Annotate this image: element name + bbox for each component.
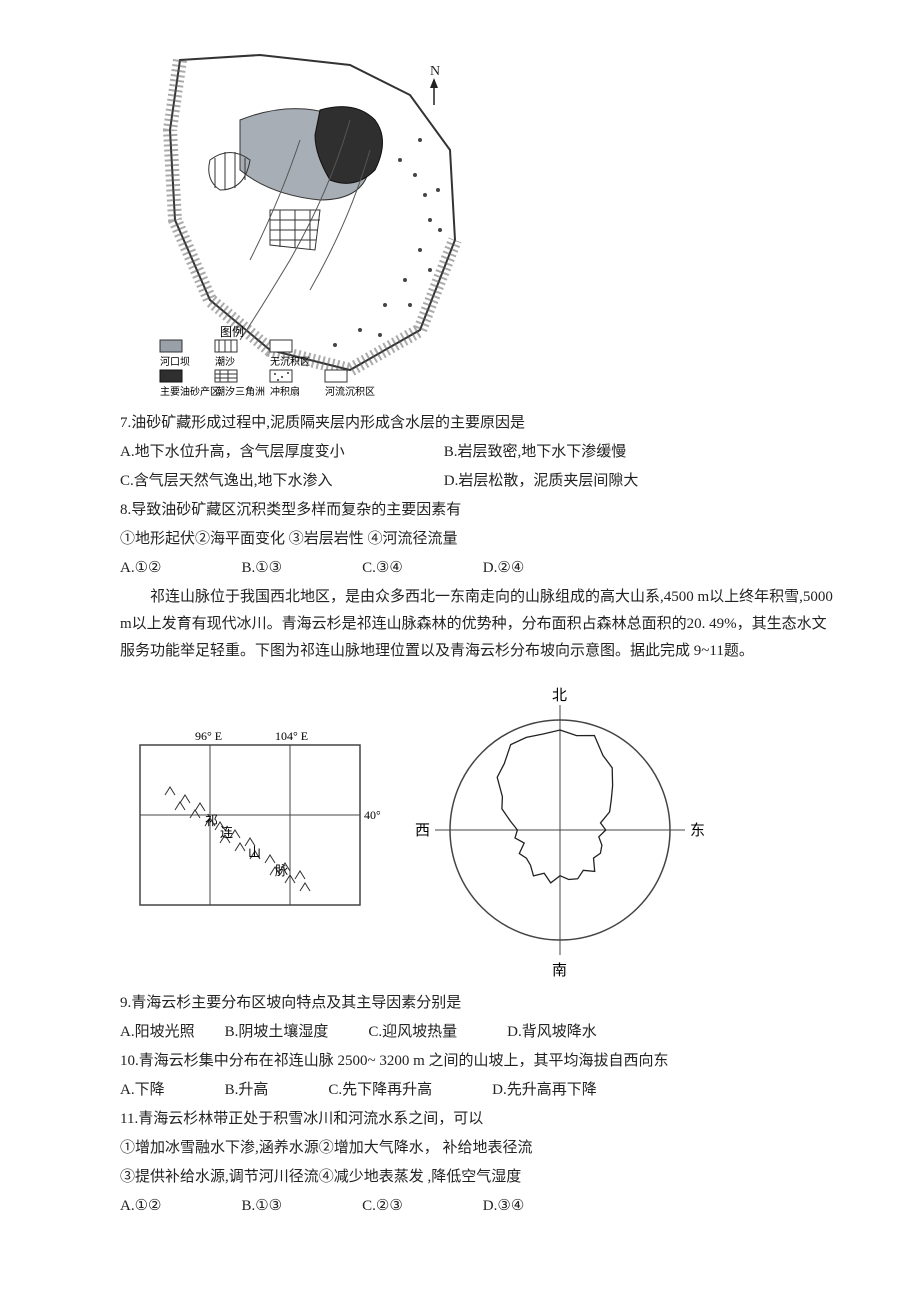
q8-opt-b: B.①③ (241, 555, 282, 582)
q11-sub2: ③提供补给水源,调节河川径流④减少地表蒸发 ,降低空气湿度 (120, 1164, 840, 1191)
dir-south: 南 (552, 962, 567, 979)
q10-opt-c: C.先下降再升高 (328, 1077, 432, 1104)
q10-opt-a: A.下降 (120, 1077, 165, 1104)
passage-qilian: 祁连山脉位于我国西北地区，是由众多西北一东南走向的山脉组成的高大山系,4500 … (120, 584, 840, 665)
q10-stem: 10.青海云杉集中分布在祁连山脉 2500~ 3200 m 之间的山坡上，其平均… (120, 1048, 840, 1075)
legend-title: 图例 (220, 325, 244, 339)
range-label-lian: 连 (220, 825, 233, 840)
q7-opt-a: A.地下水位升高，含气层厚度变小 (120, 439, 440, 466)
legend-item-label: 潮汐三角洲 (215, 385, 265, 398)
q8-opt-d: D.②④ (483, 555, 524, 582)
map-legend: 图例 河口坝 潮沙 无沉积区 主要油砂产区 潮汐三角洲 冲积扇 河流沉积 (160, 325, 375, 398)
range-label-mai: 脉 (275, 863, 288, 878)
dir-north: 北 (552, 687, 567, 704)
q8-subline: ①地形起伏②海平面变化 ③岩层岩性 ④河流径流量 (120, 526, 840, 553)
q7-opt-d: D.岩层松散，泥质夹层间隙大 (444, 468, 764, 495)
legend-item-label: 河流沉积区 (325, 385, 375, 398)
q9-opt-a: A.阳坡光照 (120, 1019, 195, 1046)
q10-opt-d: D.先升高再下降 (492, 1077, 597, 1104)
q11-stem: 11.青海云杉林带正处于积雪冰川和河流水系之间，可以 (120, 1106, 840, 1133)
dir-west: 西 (415, 823, 430, 839)
q7-stem: 7.油砂矿藏形成过程中,泥质隔夹层内形成含水层的主要原因是 (120, 410, 840, 437)
qilian-location-map: 96° E 104° E 40° N 祁 连 山 脉 (120, 725, 380, 935)
q11-opt-c: C.②③ (362, 1193, 403, 1220)
q11-sub1: ①增加冰雪融水下渗,涵养水源②增加大气降水， 补给地表径流 (120, 1135, 840, 1162)
lon-label-104: 104° E (275, 729, 308, 743)
q9-opt-c: C.迎风坡热量 (368, 1019, 457, 1046)
lat-label-40: 40° N (364, 808, 380, 822)
legend-item-label: 无沉积区 (270, 355, 310, 368)
q9-opt-b: B.阴坡土壤湿度 (225, 1019, 329, 1046)
range-label-shan: 山 (248, 845, 261, 860)
dir-east: 东 (690, 822, 705, 839)
q8-opt-a: A.①② (120, 555, 161, 582)
q7-opt-c: C.含气层天然气逸出,地下水渗入 (120, 468, 440, 495)
figure-oil-sand-map: N 图例 河口坝 潮沙 无沉积区 主要油砂产区 潮汐三角洲 (120, 40, 840, 400)
legend-item-label: 冲积扇 (270, 385, 300, 398)
q10-opt-b: B.升高 (225, 1077, 269, 1104)
oil-sand-map-svg: N 图例 河口坝 潮沙 无沉积区 主要油砂产区 潮汐三角洲 (120, 40, 500, 400)
legend-item-label: 主要油砂产区 (160, 385, 220, 398)
north-arrow: N (430, 64, 440, 105)
q11-opt-a: A.①② (120, 1193, 161, 1220)
figure-qilian: 96° E 104° E 40° N 祁 连 山 脉 (120, 680, 840, 980)
north-label: N (430, 64, 440, 79)
q8-stem: 8.导致油砂矿藏区沉积类型多样而复杂的主要因素有 (120, 497, 840, 524)
q9-opt-d: D.背风坡降水 (507, 1019, 597, 1046)
q8-opt-c: C.③④ (362, 555, 403, 582)
q11-opt-b: B.①③ (241, 1193, 282, 1220)
q9-stem: 9.青海云杉主要分布区坡向特点及其主导因素分别是 (120, 990, 840, 1017)
legend-item-label: 潮沙 (215, 355, 235, 368)
legend-item-label: 河口坝 (160, 356, 190, 368)
lon-label-96: 96° E (195, 729, 222, 743)
aspect-rose-diagram: 北 东 南 西 (410, 680, 710, 980)
range-label-qi: 祁 (205, 813, 218, 828)
q11-opt-d: D.③④ (483, 1193, 524, 1220)
q7-opt-b: B.岩层致密,地下水下渗缓慢 (444, 439, 764, 466)
